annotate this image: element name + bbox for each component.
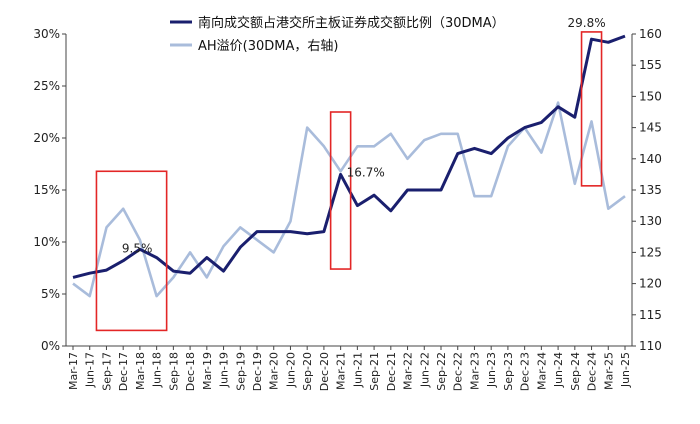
highlight-box xyxy=(580,31,603,187)
x-tick-label: Dec-21 xyxy=(385,352,398,391)
right-tick-label: 115 xyxy=(639,308,662,322)
x-tick-label: Sep-18 xyxy=(167,352,180,391)
left-tick-label: 20% xyxy=(33,131,60,145)
highlight-box xyxy=(329,111,352,270)
x-tick-label: Mar-20 xyxy=(268,352,281,390)
x-tick-label: Jun-20 xyxy=(284,352,297,388)
x-tick-label: Mar-17 xyxy=(67,352,80,390)
right-tick-label: 150 xyxy=(639,89,662,103)
highlight-box xyxy=(95,170,168,332)
right-tick-label: 160 xyxy=(639,27,662,41)
series-line-ah-premium xyxy=(72,101,626,298)
x-tick-label: Jun-22 xyxy=(418,352,431,388)
annotation-label: 16.7% xyxy=(347,165,385,179)
x-tick-label: Mar-19 xyxy=(201,352,214,390)
series-line-southbound xyxy=(72,34,626,279)
right-tick-label: 140 xyxy=(639,152,662,166)
right-tick-label: 135 xyxy=(639,183,662,197)
left-tick-label: 25% xyxy=(33,79,60,93)
right-tick-label: 145 xyxy=(639,121,662,135)
x-tick-label: Jun-18 xyxy=(151,352,164,388)
x-tick-label: Jun-23 xyxy=(485,352,498,388)
x-tick-label: Dec-17 xyxy=(117,352,130,391)
annotations: 9.5% 16.7% 29.8% xyxy=(122,16,606,255)
left-tick-label: 15% xyxy=(33,183,60,197)
x-tick-label: Sep-20 xyxy=(301,352,314,391)
left-tick-label: 30% xyxy=(33,27,60,41)
x-tick-label: Jun-19 xyxy=(218,352,231,388)
x-tick-label: Sep-21 xyxy=(368,352,381,391)
x-tick-label: Mar-18 xyxy=(134,352,147,390)
x-tick-label: Dec-19 xyxy=(251,352,264,391)
x-tick-label: Jun-17 xyxy=(84,352,97,388)
x-tick-label: Sep-19 xyxy=(234,352,247,391)
series-lines xyxy=(72,34,626,298)
x-tick-label: Dec-20 xyxy=(318,352,331,391)
highlight-boxes xyxy=(95,31,603,332)
x-tick-label: Dec-24 xyxy=(586,352,599,391)
x-tick-label: Sep-23 xyxy=(502,352,515,391)
right-tick-label: 125 xyxy=(639,245,662,259)
left-tick-label: 5% xyxy=(41,287,60,301)
x-tick-label: Jun-21 xyxy=(351,352,364,388)
x-tick-label: Mar-22 xyxy=(402,352,415,390)
legend-label-ah-premium: AH溢价(30DMA，右轴) xyxy=(198,39,338,54)
annotation-label: 9.5% xyxy=(122,241,153,255)
legend-label-southbound: 南向成交额占港交所主板证券成交额比例（30DMA） xyxy=(198,15,505,31)
x-tick-label: Jun-24 xyxy=(552,352,565,388)
x-tick-label: Dec-23 xyxy=(519,352,532,391)
x-tick-label: Dec-18 xyxy=(184,352,197,391)
x-tick-label: Sep-24 xyxy=(569,352,582,391)
left-y-axis-ticks: 0% 5% 10% 15% 20% 25% 30% xyxy=(33,27,66,353)
left-tick-label: 10% xyxy=(33,235,60,249)
right-tick-label: 120 xyxy=(639,277,662,291)
x-tick-label: Dec-22 xyxy=(452,352,465,391)
x-tick-label: Sep-22 xyxy=(435,352,448,391)
x-tick-label: Mar-21 xyxy=(335,352,348,390)
x-tick-label: Sep-17 xyxy=(100,352,113,391)
right-tick-label: 110 xyxy=(639,339,662,353)
x-tick-label: Mar-25 xyxy=(602,352,615,390)
x-tick-label: Mar-24 xyxy=(535,352,548,390)
annotation-label: 29.8% xyxy=(568,16,606,30)
right-tick-label: 130 xyxy=(639,214,662,228)
left-tick-label: 0% xyxy=(41,339,60,353)
right-y-axis-ticks: 110 115 120 125 130 135 140 145 150 155 160 xyxy=(632,27,662,353)
x-axis-ticks: Mar-17 Jun-17 Sep-17 Dec-17 Mar-18 Jun-18 Sep-… xyxy=(67,346,632,391)
x-tick-label: Jun-25 xyxy=(619,352,632,388)
legend: 南向成交额占港交所主板证券成交额比例（30DMA） AH溢价(30DMA，右轴) xyxy=(170,15,505,54)
x-tick-label: Mar-23 xyxy=(468,352,481,390)
right-tick-label: 155 xyxy=(639,58,662,72)
